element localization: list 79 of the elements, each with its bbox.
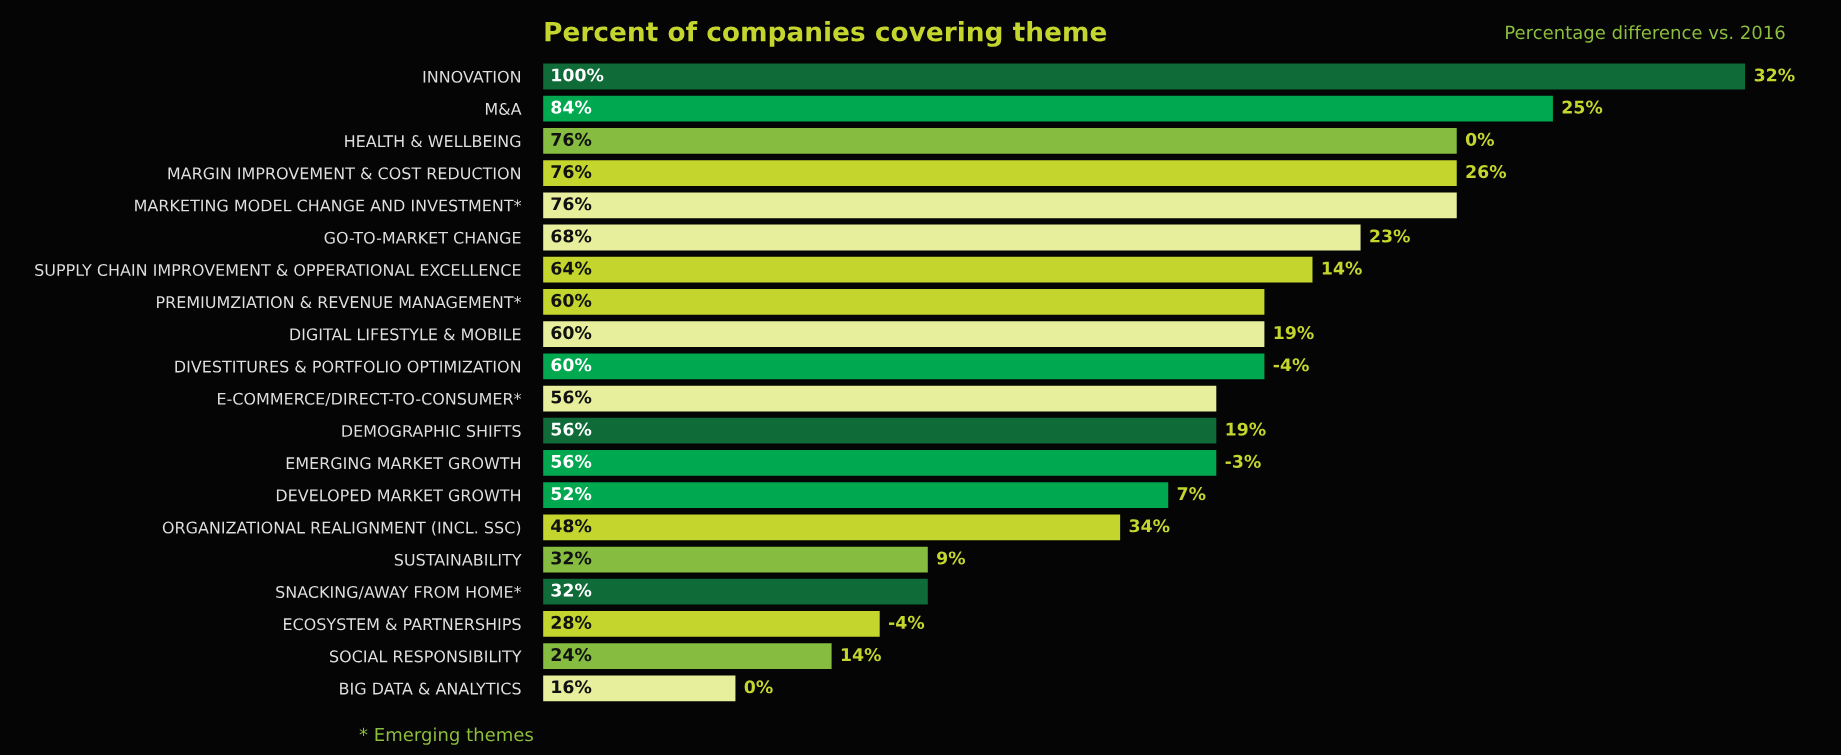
- bar: [543, 224, 1361, 251]
- annotation: 0%: [1465, 132, 1494, 146]
- data-label: 68%: [551, 229, 592, 243]
- y-tick-label: SUPPLY CHAIN IMPROVEMENT & OPPERATIONAL EXCELLENCE: [35, 263, 521, 276]
- y-tick-label: ECOSYSTEM & PARTNERSHIPS: [284, 618, 521, 631]
- data-label: 52%: [551, 487, 592, 501]
- y-tick-label: E-COMMERCE/DIRECT-TO-CONSUMER*: [218, 392, 522, 407]
- annotation: 14%: [841, 648, 881, 662]
- bar: [543, 128, 1457, 154]
- annotation: 19%: [1274, 326, 1314, 340]
- data-label: 24%: [551, 648, 592, 662]
- data-label: 56%: [551, 422, 592, 436]
- data-label: 76%: [551, 132, 592, 146]
- bar: [543, 578, 928, 605]
- data-label: 32%: [551, 583, 592, 597]
- data-label: 84%: [551, 100, 592, 114]
- annotation: -4%: [888, 615, 925, 629]
- bar: [543, 417, 1217, 444]
- bar: [543, 321, 1265, 347]
- annotation: 34%: [1129, 519, 1170, 533]
- bar: [543, 160, 1457, 186]
- y-tick-label: DIGITAL LIFESTYLE & MOBILE: [290, 328, 521, 341]
- bar: [543, 95, 1553, 122]
- data-label: 76%: [551, 165, 592, 179]
- data-label: 28%: [551, 615, 592, 629]
- annotation: 9%: [937, 551, 966, 565]
- chart-title: Percent of companies covering theme: [545, 21, 1107, 47]
- data-label: 100%: [552, 68, 604, 82]
- y-tick-label: DIVESTITURES & PORTFOLIO OPTIMIZATION: [175, 360, 520, 373]
- data-label: 56%: [551, 390, 592, 404]
- annotation: 23%: [1370, 229, 1410, 243]
- text: Percentage difference vs. 2016: [1506, 25, 1785, 43]
- annotation: -3%: [1225, 454, 1261, 468]
- data-label: 64%: [551, 261, 592, 275]
- data-label: 60%: [551, 326, 592, 340]
- y-tick-label: ORGANIZATIONAL REALIGNMENT (INCL. SSC): [162, 521, 521, 536]
- y-tick-label: INNOVATION: [423, 70, 520, 83]
- annotation: 25%: [1562, 100, 1603, 114]
- y-tick-label: SOCIAL RESPONSIBILITY: [330, 650, 522, 663]
- data-label: 60%: [551, 293, 592, 307]
- annotation: 0%: [744, 680, 773, 694]
- bar: [543, 546, 928, 573]
- annotation: -4%: [1273, 358, 1309, 372]
- bar: [543, 514, 1121, 541]
- y-tick-label: GO-TO-MARKET CHANGE: [324, 231, 521, 244]
- bar: [543, 450, 1217, 476]
- y-tick-label: PREMIUMZIATION & REVENUE MANAGEMENT*: [157, 296, 522, 309]
- data-label: 56%: [551, 454, 592, 468]
- annotation: 19%: [1226, 422, 1266, 436]
- y-tick-label: M&A: [485, 102, 522, 115]
- bar: [543, 353, 1265, 380]
- y-tick-label: EMERGING MARKET GROWTH: [286, 457, 520, 470]
- y-tick-label: DEVELOPED MARKET GROWTH: [276, 489, 520, 502]
- annotation: 32%: [1754, 68, 1795, 82]
- y-tick-label: MARGIN IMPROVEMENT & COST REDUCTION: [168, 167, 520, 180]
- y-tick-label: MARKETING MODEL CHANGE AND INVESTMENT*: [135, 199, 522, 212]
- data-label: 32%: [551, 551, 592, 565]
- bar: [543, 192, 1457, 219]
- bar: [543, 611, 880, 637]
- bar: [543, 256, 1313, 283]
- annotation: 14%: [1322, 261, 1362, 275]
- text: * Emerging themes: [359, 727, 533, 745]
- bar: [543, 482, 1169, 508]
- y-tick-label: HEALTH & WELLBEING: [345, 135, 521, 148]
- bar: [543, 289, 1265, 315]
- y-tick-label: SUSTAINABILITY: [394, 553, 522, 566]
- data-label: 60%: [551, 358, 592, 372]
- y-tick-label: DEMOGRAPHIC SHIFTS: [342, 424, 521, 437]
- bar: [543, 675, 736, 702]
- annotation: 7%: [1177, 487, 1206, 501]
- y-tick-label: SNACKING/AWAY FROM HOME*: [276, 585, 522, 600]
- y-tick-label: BIG DATA & ANALYTICS: [340, 682, 521, 695]
- data-label: 48%: [551, 519, 592, 533]
- data-label: 76%: [551, 197, 592, 211]
- bar: [543, 385, 1217, 412]
- annotation: 26%: [1466, 165, 1507, 179]
- bar: [543, 643, 832, 669]
- bar: [543, 63, 1746, 90]
- data-label: 16%: [552, 680, 592, 694]
